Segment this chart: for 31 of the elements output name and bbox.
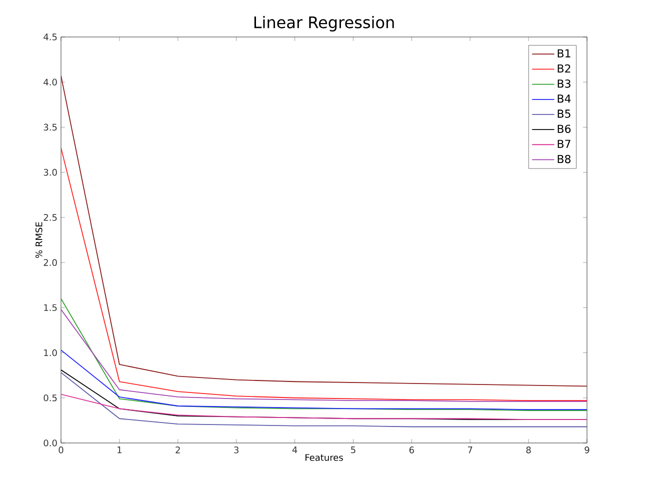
y-tick-label: 3.5 xyxy=(44,124,57,131)
x-tick-label: 7 xyxy=(468,446,472,454)
y-tick-label: 4.0 xyxy=(44,78,57,86)
y-tick-label: 4.5 xyxy=(44,34,57,40)
x-tick-label: 3 xyxy=(234,446,238,454)
x-tick-label: 5 xyxy=(351,446,356,454)
x-tick-label: 8 xyxy=(526,446,531,454)
x-tick-label: 4 xyxy=(292,446,298,454)
chart-title: Linear Regression xyxy=(254,16,394,32)
y-tick-label: 1.5 xyxy=(44,304,57,311)
legend-label: B8 xyxy=(558,154,571,164)
x-tick-label: 2 xyxy=(176,446,180,454)
y-tick-label: 2.5 xyxy=(44,214,57,221)
x-axis-title: Features xyxy=(306,454,343,461)
y-tick-label: 1.0 xyxy=(44,349,57,356)
y-tick-label: 2.0 xyxy=(44,259,57,266)
legend-label: B7 xyxy=(558,140,570,148)
x-tick-label: 6 xyxy=(409,446,414,454)
legend-label: B5 xyxy=(558,110,570,118)
legend-label: B2 xyxy=(558,64,570,72)
y-tick-label: 0.0 xyxy=(44,440,57,446)
legend-label: B1 xyxy=(558,49,570,58)
x-tick-label: 1 xyxy=(118,446,122,454)
y-tick-label: 0.5 xyxy=(44,394,57,402)
legend-label: B4 xyxy=(558,94,571,103)
y-tick-label: 3.0 xyxy=(44,168,57,176)
legend-label: B3 xyxy=(558,80,570,88)
x-tick-label: 9 xyxy=(584,446,590,454)
legend-label: B6 xyxy=(558,124,571,134)
y-axis-title: % RMSE xyxy=(35,222,42,258)
x-tick-label: 0 xyxy=(58,446,64,454)
